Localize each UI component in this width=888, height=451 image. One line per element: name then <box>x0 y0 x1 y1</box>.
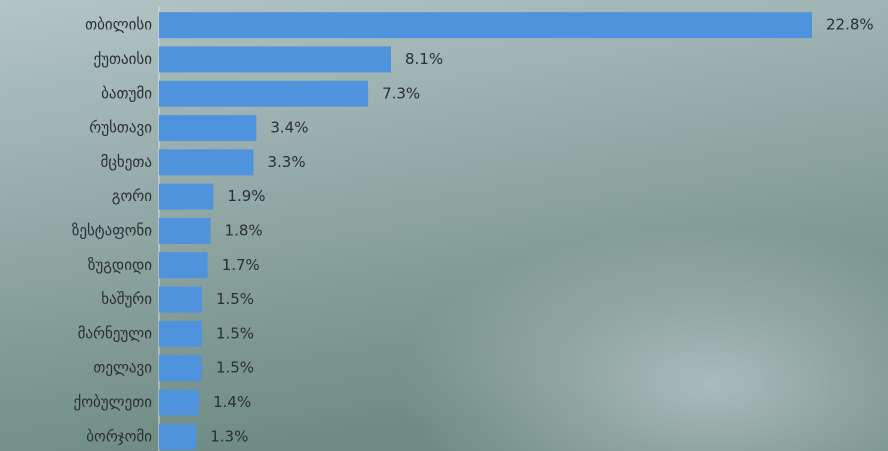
value-label: 22.8% <box>826 16 874 34</box>
category-label: თბილისი <box>85 16 152 34</box>
bar <box>159 149 254 176</box>
category-label: გორი <box>112 187 152 205</box>
value-label: 1.3% <box>210 427 248 445</box>
bar <box>159 183 214 210</box>
category-label: მარნეული <box>78 324 153 342</box>
value-label: 1.5% <box>216 359 254 377</box>
value-label: 1.9% <box>227 187 265 205</box>
category-label: რუსთავი <box>89 119 152 137</box>
category-label: ქობულეთი <box>74 393 153 411</box>
value-label: 1.5% <box>216 324 254 342</box>
bar <box>159 423 197 450</box>
category-label: თელავი <box>93 359 152 377</box>
bar <box>159 320 202 347</box>
category-label: ზესტაფონი <box>72 221 152 239</box>
bar <box>159 115 257 142</box>
value-label: 3.3% <box>268 153 306 171</box>
bar <box>159 80 369 107</box>
category-label: ბათუმი <box>101 84 152 102</box>
value-label: 1.8% <box>225 221 263 239</box>
category-label: ზუგდიდი <box>88 256 152 274</box>
bar <box>159 389 200 416</box>
value-label: 8.1% <box>405 50 443 68</box>
bar <box>159 12 812 39</box>
value-label: 1.5% <box>216 290 254 308</box>
category-label: მცხეთა <box>101 153 153 171</box>
value-label: 7.3% <box>382 84 420 102</box>
bar <box>159 252 208 279</box>
value-label: 1.4% <box>213 393 251 411</box>
category-label: ბორჯომი <box>86 427 152 445</box>
category-label: ქუთაისი <box>93 50 152 68</box>
value-label: 3.4% <box>270 119 308 137</box>
bar <box>159 217 211 244</box>
bar <box>159 355 202 382</box>
value-label: 1.7% <box>222 256 260 274</box>
category-label: ხაშური <box>101 290 152 308</box>
bar <box>159 46 391 73</box>
bar <box>159 286 202 313</box>
